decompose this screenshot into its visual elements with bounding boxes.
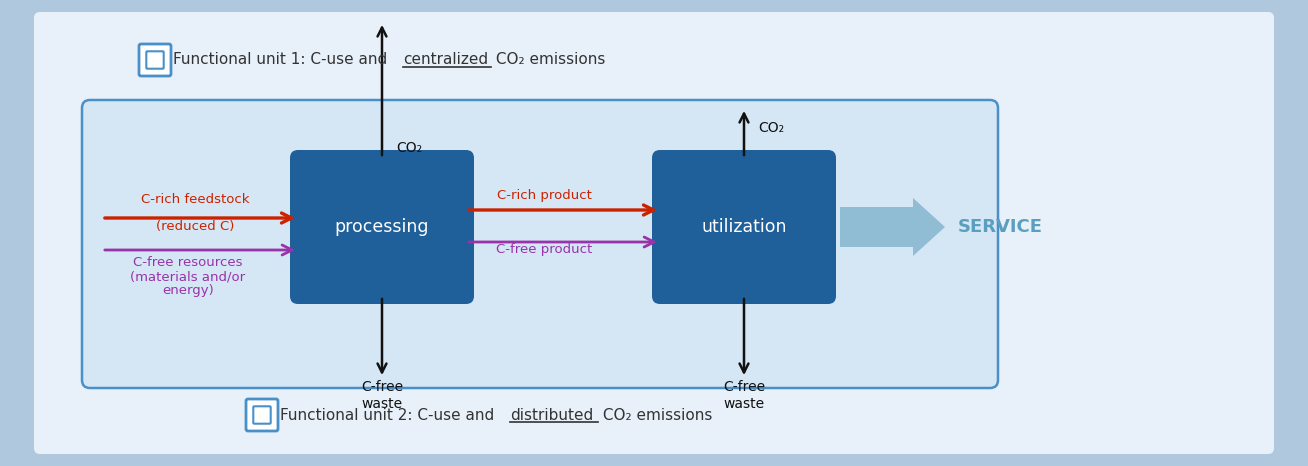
- FancyBboxPatch shape: [146, 51, 164, 69]
- Text: C-rich feedstock: C-rich feedstock: [141, 193, 250, 206]
- Text: C-rich product: C-rich product: [497, 190, 591, 203]
- Text: Functional unit 1: C-use and: Functional unit 1: C-use and: [173, 53, 392, 68]
- FancyBboxPatch shape: [254, 406, 271, 424]
- FancyBboxPatch shape: [651, 150, 836, 304]
- Text: processing: processing: [335, 218, 429, 236]
- Text: C-free product: C-free product: [496, 244, 593, 256]
- Text: CO₂: CO₂: [759, 121, 783, 135]
- Text: energy): energy): [162, 284, 215, 297]
- Text: centralized: centralized: [403, 53, 488, 68]
- FancyBboxPatch shape: [290, 150, 473, 304]
- FancyBboxPatch shape: [246, 399, 279, 431]
- Text: (reduced C): (reduced C): [156, 220, 234, 233]
- Text: Functional unit 2: C-use and: Functional unit 2: C-use and: [280, 407, 500, 423]
- Text: CO₂ emissions: CO₂ emissions: [598, 407, 712, 423]
- Text: C-free resources: C-free resources: [133, 256, 243, 269]
- Text: C-free
waste: C-free waste: [723, 380, 765, 411]
- Text: distributed: distributed: [510, 407, 594, 423]
- Text: SERVICE: SERVICE: [957, 218, 1042, 236]
- FancyBboxPatch shape: [34, 12, 1274, 454]
- FancyBboxPatch shape: [82, 100, 998, 388]
- Text: utilization: utilization: [701, 218, 786, 236]
- Text: (materials and/or: (materials and/or: [131, 270, 246, 283]
- FancyBboxPatch shape: [139, 44, 171, 76]
- Text: CO₂ emissions: CO₂ emissions: [490, 53, 606, 68]
- Text: C-free
waste: C-free waste: [361, 380, 403, 411]
- Text: CO₂: CO₂: [396, 141, 422, 155]
- FancyArrow shape: [840, 198, 944, 256]
